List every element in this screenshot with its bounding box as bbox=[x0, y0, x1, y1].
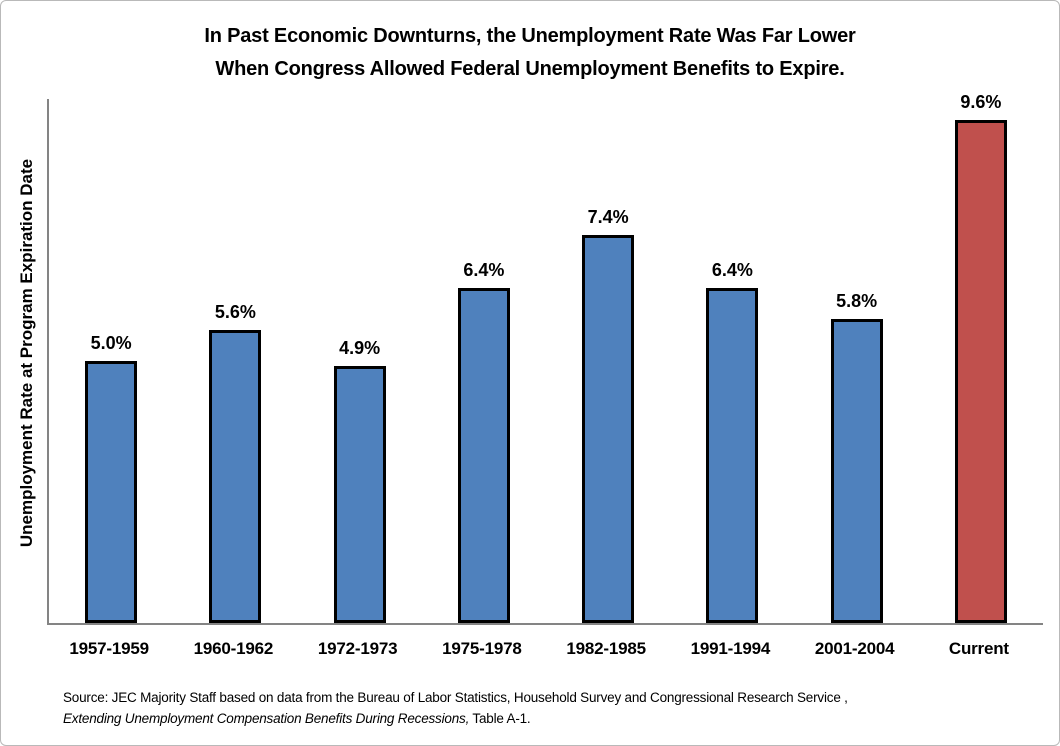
bar-value-label: 5.8% bbox=[836, 291, 878, 312]
bar-value-label: 6.4% bbox=[711, 259, 753, 280]
bar-value-label: 9.6% bbox=[960, 91, 1002, 112]
bar-value-label: 4.9% bbox=[339, 338, 381, 359]
source-line1: Source: JEC Majority Staff based on data… bbox=[63, 690, 848, 705]
bar-value-label: 7.4% bbox=[587, 207, 629, 228]
bar-1972-1973 bbox=[333, 366, 386, 623]
source-line2: Extending Unemployment Compensation Bene… bbox=[63, 708, 1023, 729]
x-axis-label: 1957-1959 bbox=[69, 639, 149, 658]
x-axis-labels: 1957-1959 1960-1962 1972-1973 1975-1978 1982… bbox=[47, 639, 1041, 659]
chart-title-line2: When Congress Allowed Federal Unemployme… bbox=[215, 58, 845, 80]
bar-column: 7.4% bbox=[546, 99, 670, 623]
bar-value-label: 5.6% bbox=[214, 301, 256, 322]
bar-1957-1959 bbox=[85, 361, 138, 623]
x-axis-label: 2001-2004 bbox=[814, 639, 895, 658]
y-axis-title: Unemployment Rate at Program Expiration … bbox=[17, 158, 36, 548]
bar-column: 4.9% bbox=[298, 99, 422, 623]
bar-1975-1978 bbox=[457, 287, 510, 623]
bar-column: 5.6% bbox=[173, 99, 297, 623]
bars-container: 5.0% 5.6% 4.9% 6.4% 7.4% 6.4% 5.8% 9.6% bbox=[49, 92, 1043, 623]
bar-value-label: 5.0% bbox=[90, 333, 132, 353]
bar-1991-1994 bbox=[706, 287, 759, 623]
source-citation-rest: Table A-1. bbox=[469, 711, 531, 726]
bar-column: 5.0% bbox=[49, 99, 173, 623]
x-axis-label: 1972-1973 bbox=[317, 639, 398, 658]
bar-value-label: 6.4% bbox=[463, 259, 505, 280]
x-axis-label: 1982-1985 bbox=[566, 639, 646, 658]
bar-column: 6.4% bbox=[670, 99, 794, 623]
source-note: Source: JEC Majority Staff based on data… bbox=[63, 687, 1023, 729]
x-axis-label: Current bbox=[948, 639, 1009, 658]
chart-title: In Past Economic Downturns, the Unemploy… bbox=[1, 20, 1059, 86]
bar-2001-2004 bbox=[830, 319, 883, 623]
source-citation-italic: Extending Unemployment Compensation Bene… bbox=[63, 711, 470, 726]
bar-column: 6.4% bbox=[422, 99, 546, 623]
x-axis-label: 1975-1978 bbox=[442, 639, 522, 658]
x-axis-label: 1960-1962 bbox=[193, 639, 274, 658]
bar-1960-1962 bbox=[209, 329, 262, 623]
x-axis-label: 1991-1994 bbox=[690, 639, 771, 658]
chart-title-line1: In Past Economic Downturns, the Unemploy… bbox=[204, 25, 856, 47]
plot-area: 5.0% 5.6% 4.9% 6.4% 7.4% 6.4% 5.8% 9.6% bbox=[47, 92, 1043, 625]
bar-Current bbox=[954, 119, 1007, 623]
bar-column: 5.8% bbox=[795, 99, 919, 623]
bar-column: 9.6% bbox=[919, 92, 1043, 623]
bar-1982-1985 bbox=[582, 235, 635, 623]
